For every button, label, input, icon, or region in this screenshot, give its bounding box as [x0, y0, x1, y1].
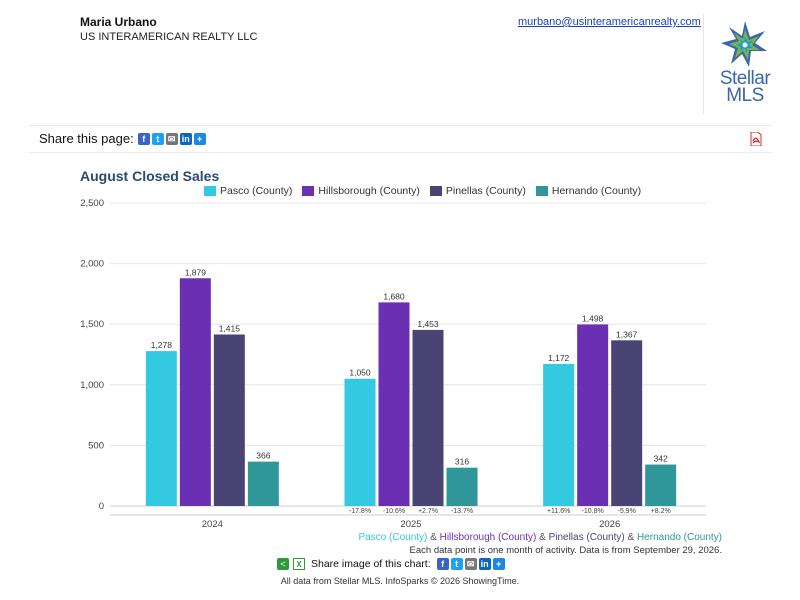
legend-label-pinellas: Pinellas (County): [445, 185, 526, 197]
linkedin-icon[interactable]: in: [478, 558, 491, 570]
agent-email-link[interactable]: murbano@usinteramericanrealty.com: [518, 16, 701, 28]
logo-text: Stellar MLS: [713, 68, 777, 106]
excel-icon[interactable]: X: [293, 558, 305, 570]
data-label: 1,879: [185, 267, 207, 277]
change-label: +8.2%: [651, 508, 671, 515]
share-page-label: Share this page:: [39, 131, 134, 146]
change-label: +2.7%: [418, 508, 438, 515]
change-label: -13.7%: [451, 508, 473, 515]
footer-series-hillsborough: Hillsborough (County): [439, 532, 537, 543]
data-label: 366: [256, 451, 270, 461]
change-label: -10.6%: [383, 508, 405, 515]
y-tick-label: 500: [88, 440, 104, 451]
more-share-icon[interactable]: +: [193, 132, 206, 145]
data-label: 1,453: [417, 319, 439, 329]
series-list: Pasco (County) & Hillsborough (County) &…: [358, 532, 722, 543]
share-icon[interactable]: <: [277, 558, 289, 570]
logo-line-2: MLS: [726, 85, 764, 106]
share-page-bar: Share this page: f t ✉ in +: [39, 131, 206, 146]
bar: [543, 363, 575, 506]
legend-label-hernando: Hernando (County): [551, 185, 642, 197]
legend-item-pinellas[interactable]: Pinellas (County): [429, 185, 526, 197]
change-label: -17.8%: [349, 508, 371, 515]
bar: [145, 351, 177, 506]
credits: All data from Stellar MLS. InfoSparks © …: [280, 576, 520, 586]
bar: [577, 324, 609, 506]
share-image-bar: < X Share image of this chart: f t ✉ in …: [277, 558, 505, 570]
share-image-label: Share image of this chart:: [311, 558, 431, 570]
divider-bottom: [30, 152, 772, 153]
bar: [611, 340, 643, 506]
bar: [344, 378, 376, 506]
data-label: 1,680: [383, 291, 405, 301]
data-label: 316: [455, 457, 469, 467]
bar: [179, 278, 211, 506]
divider-top: [30, 125, 772, 126]
footer-series-hernando: Hernando (County): [636, 532, 722, 543]
activity-note: Each data point is one month of activity…: [409, 545, 722, 556]
change-label: -5.9%: [618, 508, 636, 515]
y-tick-label: 2,500: [80, 198, 104, 209]
legend-item-pasco[interactable]: Pasco (County): [204, 185, 292, 197]
legend-swatch-hillsborough: [302, 186, 315, 196]
footer-series-pinellas: Pinellas (County): [548, 532, 625, 543]
legend-label-pasco: Pasco (County): [220, 185, 293, 197]
footer-connector: &: [427, 532, 440, 543]
email-icon[interactable]: ✉: [165, 132, 178, 145]
bar: [645, 464, 677, 506]
stellar-mls-logo: Stellar MLS: [713, 20, 777, 112]
x-tick-label: 2026: [599, 519, 620, 530]
y-tick-label: 0: [99, 501, 104, 512]
bar: [412, 329, 444, 506]
twitter-icon[interactable]: t: [450, 558, 463, 570]
legend-item-hernando[interactable]: Hernando (County): [535, 185, 642, 197]
x-tick-label: 2025: [400, 519, 421, 530]
data-label: 1,367: [616, 329, 638, 339]
data-label: 1,172: [548, 353, 570, 363]
star-logo-icon: [721, 21, 767, 67]
more-share-icon[interactable]: +: [492, 558, 505, 570]
change-label: +11.6%: [547, 508, 570, 515]
legend-item-hillsborough[interactable]: Hillsborough (County): [302, 185, 420, 197]
bar: [247, 461, 279, 506]
linkedin-icon[interactable]: in: [179, 132, 192, 145]
agent-name: Maria Urbano: [80, 15, 157, 29]
header-divider: [703, 14, 704, 114]
legend-swatch-pinellas: [429, 186, 442, 196]
data-label: 1,050: [349, 368, 371, 378]
footer-connector: &: [536, 532, 549, 543]
data-label: 1,498: [582, 313, 604, 323]
legend-label-hillsborough: Hillsborough (County): [318, 185, 420, 197]
logo-line-1: Stellar: [719, 68, 771, 89]
data-label: 1,278: [151, 340, 173, 350]
facebook-icon[interactable]: f: [436, 558, 449, 570]
legend-swatch-hernando: [535, 186, 548, 196]
y-tick-label: 2,000: [80, 259, 104, 270]
x-tick-label: 2024: [202, 519, 223, 530]
agent-info: Maria Urbano US INTERAMERICAN REALTY LLC: [80, 15, 257, 43]
twitter-icon[interactable]: t: [151, 132, 164, 145]
bar: [446, 467, 478, 506]
chart-legend: Pasco (County) Hillsborough (County) Pin…: [204, 185, 651, 197]
agent-company: US INTERAMERICAN REALTY LLC: [80, 31, 258, 43]
y-tick-label: 1,500: [80, 319, 104, 330]
data-label: 1,415: [219, 324, 241, 334]
legend-swatch-pasco: [204, 186, 216, 196]
bar: [213, 334, 245, 506]
bar: [378, 302, 410, 506]
change-label: -10.8%: [582, 508, 604, 515]
email-icon[interactable]: ✉: [464, 558, 477, 570]
data-label: 342: [654, 454, 668, 464]
y-tick-label: 1,000: [80, 380, 104, 391]
footer-connector: &: [624, 532, 637, 543]
pdf-icon[interactable]: [750, 132, 762, 146]
chart-title: August Closed Sales: [80, 168, 220, 184]
footer-series-pasco: Pasco (County): [358, 532, 428, 543]
facebook-icon[interactable]: f: [137, 132, 150, 145]
